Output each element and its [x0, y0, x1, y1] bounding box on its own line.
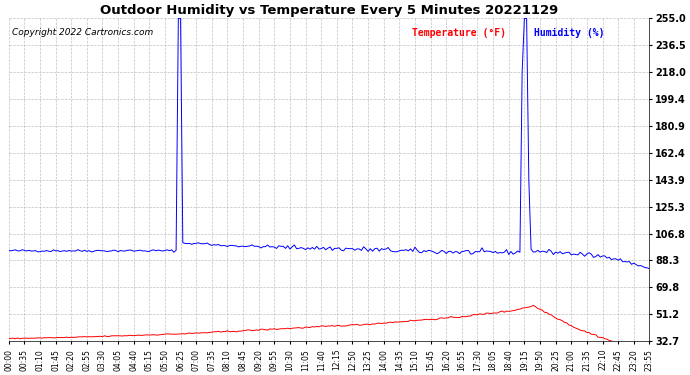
Text: Temperature (°F): Temperature (°F): [413, 28, 506, 38]
Text: Humidity (%): Humidity (%): [534, 28, 604, 38]
Text: Copyright 2022 Cartronics.com: Copyright 2022 Cartronics.com: [12, 28, 153, 37]
Title: Outdoor Humidity vs Temperature Every 5 Minutes 20221129: Outdoor Humidity vs Temperature Every 5 …: [100, 4, 558, 17]
